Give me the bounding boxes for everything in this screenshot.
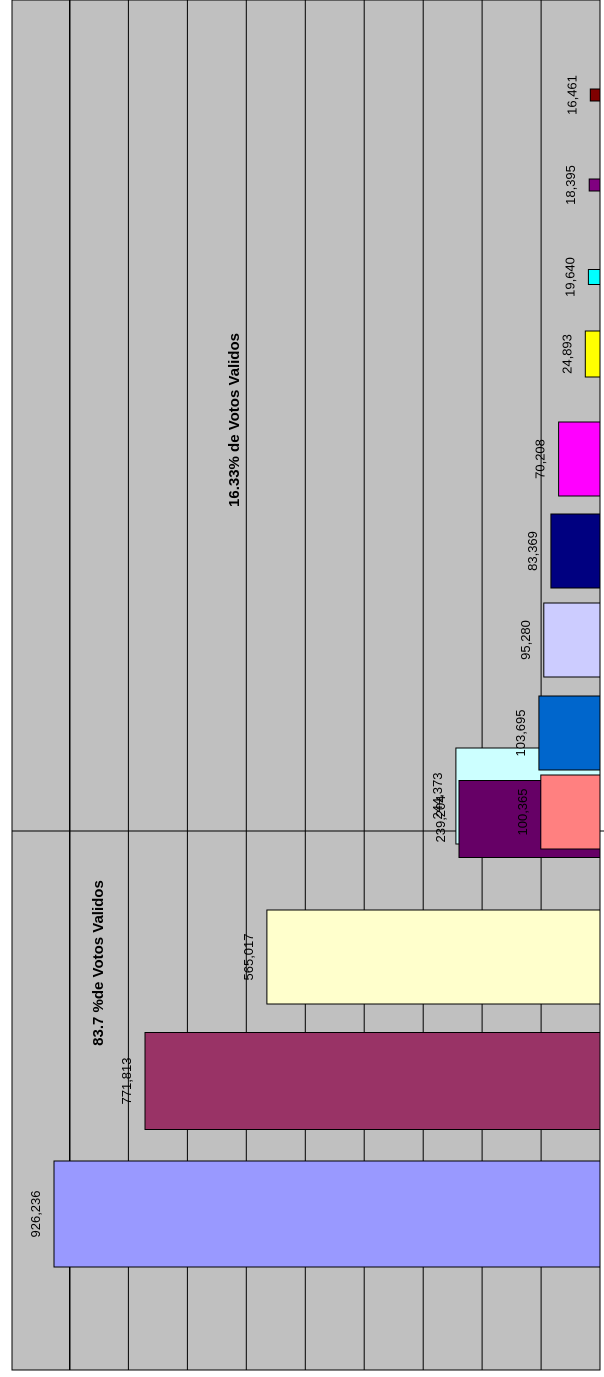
bar bbox=[266, 909, 601, 1005]
bar bbox=[558, 421, 601, 497]
value-label: 103,695 bbox=[513, 710, 528, 757]
value-label: 19,640 bbox=[562, 257, 577, 297]
value-label: 16,461 bbox=[564, 75, 579, 115]
bar bbox=[144, 1032, 601, 1130]
annotation-valid-votes-major: 83.7 %de Votos Validos bbox=[90, 880, 107, 1046]
annotation-valid-votes-minor: 16.33% de Votos Validos bbox=[226, 333, 243, 507]
bar bbox=[550, 513, 601, 589]
value-label: 24,893 bbox=[559, 334, 574, 374]
bar bbox=[589, 88, 601, 102]
value-label: 239,204 bbox=[433, 796, 448, 843]
value-label: 926,236 bbox=[28, 1191, 43, 1238]
value-label: 100,365 bbox=[515, 789, 530, 836]
value-label: 565,017 bbox=[241, 934, 256, 981]
bars bbox=[53, 88, 601, 1268]
plot-area bbox=[11, 0, 601, 1371]
value-label: 18,395 bbox=[563, 165, 578, 205]
bar bbox=[540, 774, 601, 850]
bar bbox=[53, 1160, 601, 1268]
value-label: 771,813 bbox=[119, 1058, 134, 1105]
bar bbox=[587, 269, 601, 285]
bar bbox=[538, 695, 601, 771]
value-label: 95,280 bbox=[518, 620, 533, 660]
bar bbox=[584, 330, 601, 378]
bar bbox=[588, 178, 601, 192]
bar bbox=[543, 602, 601, 678]
value-label: 83,369 bbox=[525, 531, 540, 571]
value-label: 244,373 bbox=[430, 773, 445, 820]
gridlines bbox=[69, 0, 542, 1370]
value-label: 70,208 bbox=[533, 439, 548, 479]
